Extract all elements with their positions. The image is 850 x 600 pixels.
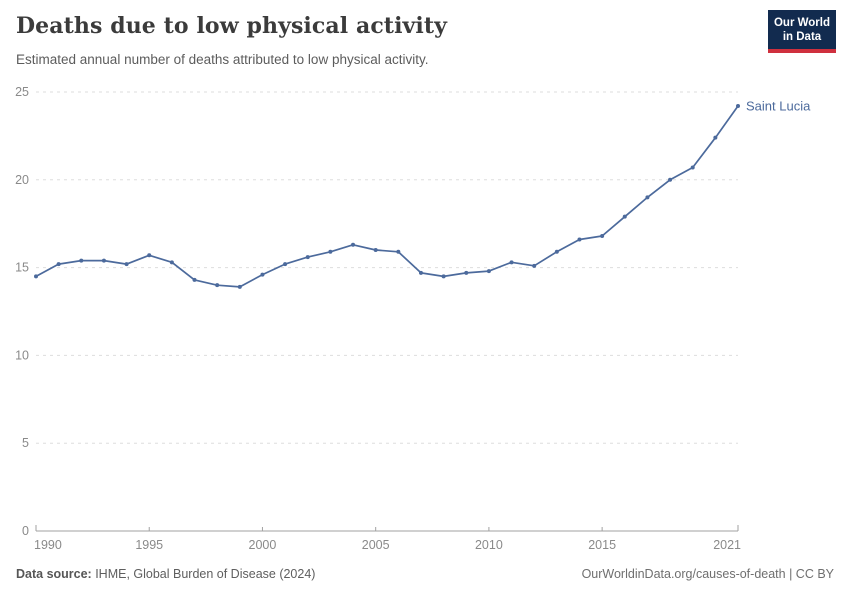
data-point[interactable] — [622, 214, 627, 219]
data-point[interactable] — [736, 104, 740, 109]
x-tick-label: 2000 — [249, 538, 277, 552]
data-point[interactable] — [464, 270, 469, 275]
credit-link[interactable]: OurWorldinData.org/causes-of-death | CC … — [581, 567, 834, 581]
data-point[interactable] — [147, 253, 152, 258]
y-tick-label: 5 — [22, 436, 29, 450]
data-point[interactable] — [486, 269, 491, 274]
x-tick-label: 2010 — [475, 538, 503, 552]
data-point[interactable] — [169, 260, 174, 265]
data-point[interactable] — [373, 248, 378, 253]
data-point[interactable] — [34, 274, 38, 279]
x-tick-label: 2005 — [362, 538, 390, 552]
data-point[interactable] — [351, 242, 356, 247]
owid-logo-text: Our World in Data — [768, 10, 836, 49]
x-tick-label: 1990 — [34, 538, 62, 552]
chart-subtitle: Estimated annual number of deaths attrib… — [16, 52, 429, 67]
x-tick-label: 1995 — [135, 538, 163, 552]
footer: Data source: IHME, Global Burden of Dise… — [16, 567, 834, 581]
series-label-saint-lucia[interactable]: Saint Lucia — [746, 99, 811, 114]
x-tick-label: 2021 — [713, 538, 741, 552]
data-point[interactable] — [645, 195, 650, 200]
data-point[interactable] — [441, 274, 446, 279]
owid-logo-line2: in Data — [782, 31, 822, 43]
data-point[interactable] — [237, 284, 242, 289]
data-point[interactable] — [554, 249, 559, 254]
chart-title: Deaths due to low physical activity — [16, 13, 448, 39]
data-point[interactable] — [283, 262, 288, 267]
data-point[interactable] — [56, 262, 61, 267]
data-point[interactable] — [215, 283, 220, 288]
y-tick-label: 25 — [15, 85, 29, 99]
owid-logo-bar — [768, 49, 836, 53]
data-point[interactable] — [713, 135, 718, 140]
x-tick-label: 2015 — [588, 538, 616, 552]
y-tick-label: 0 — [22, 524, 29, 538]
data-point[interactable] — [192, 277, 197, 282]
data-source-value: IHME, Global Burden of Disease (2024) — [91, 567, 316, 581]
data-line[interactable] — [35, 105, 739, 288]
data-point[interactable] — [668, 177, 673, 182]
owid-logo[interactable]: Our World in Data — [768, 10, 836, 53]
data-point[interactable] — [79, 258, 84, 263]
data-point[interactable] — [328, 249, 333, 254]
data-source: Data source: IHME, Global Burden of Dise… — [16, 567, 315, 581]
data-point[interactable] — [577, 237, 582, 242]
data-point[interactable] — [101, 258, 106, 263]
y-tick-label: 20 — [15, 173, 29, 187]
data-point[interactable] — [532, 263, 537, 268]
owid-logo-line1: Our World — [773, 17, 830, 29]
data-point[interactable] — [509, 260, 514, 265]
y-tick-label: 10 — [15, 348, 29, 362]
data-point[interactable] — [418, 270, 423, 275]
data-point[interactable] — [124, 262, 129, 267]
data-point[interactable] — [305, 255, 310, 260]
data-point[interactable] — [396, 249, 401, 254]
data-point[interactable] — [600, 233, 605, 238]
y-tick-label: 15 — [15, 261, 29, 275]
data-point[interactable] — [260, 272, 265, 277]
data-point[interactable] — [690, 165, 695, 170]
data-source-label: Data source: — [16, 567, 92, 581]
